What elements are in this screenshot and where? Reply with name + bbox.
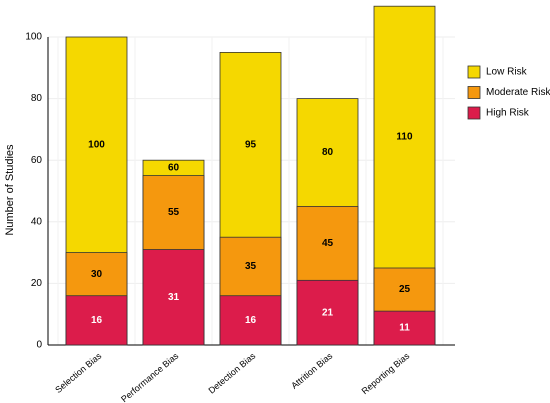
legend-swatch — [467, 65, 481, 79]
value-label: 21 — [322, 307, 334, 318]
y-tick-label: 40 — [31, 216, 43, 227]
value-label: 100 — [88, 139, 105, 150]
x-tick-label: Performance Bias — [119, 350, 181, 403]
value-label: 95 — [245, 139, 257, 150]
value-label: 30 — [91, 269, 103, 280]
value-label: 55 — [168, 207, 180, 218]
y-tick-label: 20 — [31, 278, 43, 289]
y-tick-label: 100 — [25, 32, 42, 43]
legend-swatch — [467, 86, 481, 99]
legend-label: High Risk — [486, 108, 530, 119]
y-tick-label: 0 — [36, 340, 42, 351]
bar — [296, 279, 359, 346]
x-tick-label: Attrition Bias — [289, 350, 335, 390]
value-label: 16 — [91, 315, 103, 326]
bar — [142, 249, 205, 346]
value-label: 25 — [399, 284, 411, 295]
value-label: 31 — [168, 292, 180, 303]
bar — [65, 295, 128, 346]
y-tick-label: 80 — [31, 93, 43, 104]
legend-label: Moderate Risk — [486, 87, 550, 98]
y-axis-label: Number of Studies — [4, 144, 16, 236]
legend-swatch — [467, 106, 481, 120]
x-tick-label: Reporting Bias — [360, 350, 412, 396]
legend-label: Low Risk — [486, 67, 528, 78]
y-tick-label: 60 — [31, 155, 43, 166]
value-label: 35 — [245, 261, 257, 272]
x-tick-label: Selection Bias — [53, 350, 104, 395]
value-label: 80 — [322, 147, 334, 158]
value-label: 45 — [322, 238, 334, 249]
x-tick-label: Detection Bias — [206, 350, 257, 395]
bar — [219, 295, 282, 346]
value-label: 11 — [399, 323, 410, 334]
bar — [373, 310, 436, 346]
value-label: 16 — [245, 315, 257, 326]
value-label: 110 — [396, 132, 413, 143]
value-label: 60 — [168, 163, 180, 174]
